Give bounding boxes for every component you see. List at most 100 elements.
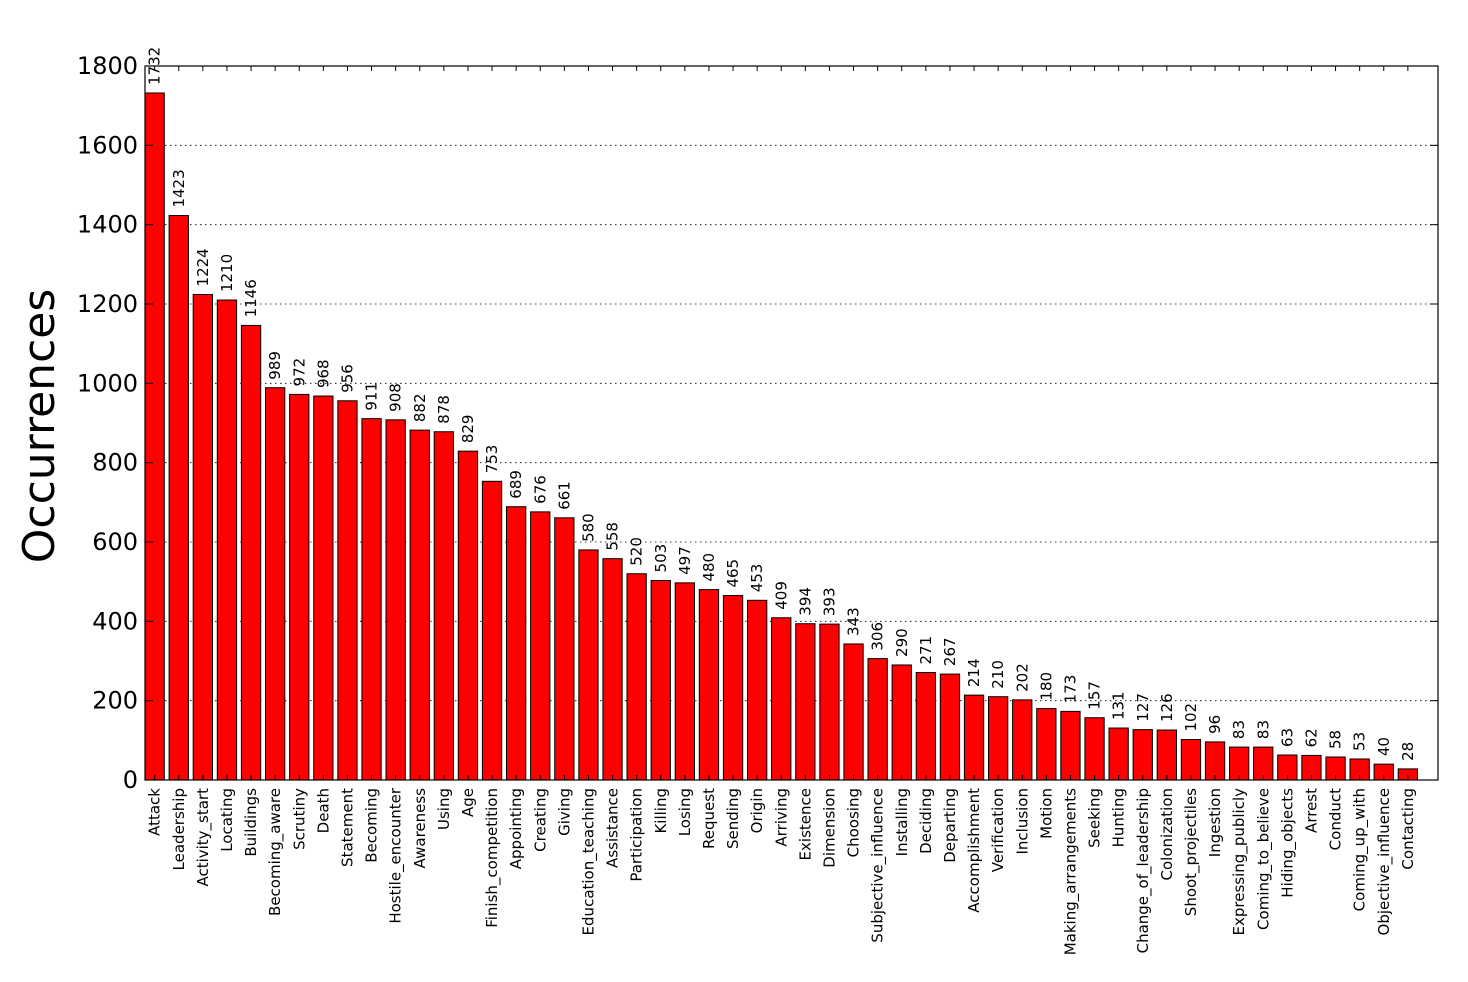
x-tick-label: Installing — [893, 788, 911, 856]
x-tick-label: Buildings — [242, 788, 260, 857]
x-tick-label: Making_arrangements — [1061, 788, 1080, 955]
y-tick-label: 1200 — [77, 290, 138, 318]
value-label: 882 — [411, 393, 429, 422]
value-label: 214 — [965, 658, 983, 687]
y-tick-label: 200 — [92, 687, 138, 715]
x-tick-label: Origin — [748, 788, 766, 833]
x-tick-label: Killing — [652, 788, 670, 834]
value-label: 497 — [676, 546, 694, 575]
y-axis: 0 200 400 600 800 1000 1200 1400 1600 1800 — [77, 52, 1438, 794]
value-label: 558 — [604, 522, 622, 551]
bar-education-teaching — [578, 549, 599, 781]
x-tick-label: Education_teaching — [579, 788, 598, 935]
value-label: 343 — [845, 607, 863, 636]
bar-seeking — [1084, 717, 1105, 781]
value-label: 126 — [1158, 693, 1176, 722]
value-label: 1146 — [242, 279, 260, 317]
bar-scrutiny — [289, 393, 310, 781]
value-label: 53 — [1351, 732, 1369, 751]
value-label: 580 — [579, 513, 597, 542]
x-tick-label: Death — [314, 788, 332, 833]
plot-frame — [144, 65, 1439, 781]
value-label: 131 — [1110, 691, 1128, 720]
bar-statement — [337, 400, 358, 781]
y-tick-label: 800 — [92, 449, 138, 477]
value-label: 465 — [724, 559, 742, 588]
x-tick-label: Contacting — [1399, 788, 1417, 870]
bar-giving — [554, 517, 575, 781]
bar-existence — [795, 623, 816, 781]
x-tick-label: Change_of_leadership — [1134, 788, 1153, 953]
x-tick-label: Becoming_aware — [266, 788, 285, 916]
value-label: 453 — [748, 564, 766, 593]
y-tick-label: 400 — [92, 607, 138, 635]
bar-shoot-projectiles — [1180, 739, 1202, 781]
x-tick-label: Finish_competition — [483, 788, 502, 928]
bar-making-arrangements — [1060, 710, 1081, 781]
value-label: 480 — [700, 553, 718, 582]
value-label: 689 — [507, 470, 525, 499]
value-label: 989 — [266, 351, 284, 380]
value-label: 83 — [1230, 720, 1248, 739]
x-tick-label: Losing — [676, 788, 694, 836]
bar-ingestion — [1204, 741, 1226, 781]
x-tick-label: Subjective_influence — [869, 788, 888, 943]
bar-colonization — [1156, 729, 1177, 781]
x-tick-label: Hunting — [1110, 788, 1128, 847]
value-label: 1224 — [194, 248, 212, 286]
bar-losing — [674, 582, 696, 781]
x-tick-label: Choosing — [845, 788, 863, 857]
x-tick-label: Giving — [555, 788, 573, 836]
value-label: 271 — [917, 636, 935, 665]
bar-subjective-influence — [867, 658, 888, 781]
bar-appointing — [506, 506, 527, 781]
bar-accomplishment — [963, 694, 985, 781]
value-label: 394 — [796, 587, 814, 616]
bar-locating — [216, 299, 238, 781]
x-tick-label: Statement — [338, 788, 356, 867]
value-label: 40 — [1375, 737, 1393, 756]
x-tick-label: Inclusion — [1013, 788, 1031, 855]
x-tick-label: Hiding_objects — [1278, 788, 1297, 898]
value-label: 63 — [1278, 728, 1296, 747]
bar-buildings — [240, 324, 262, 781]
x-tick-label: Motion — [1037, 788, 1055, 839]
value-label: 520 — [628, 537, 646, 566]
value-label: 157 — [1086, 681, 1104, 710]
bar-motion — [1036, 708, 1057, 781]
bar-becoming-aware — [265, 387, 286, 781]
x-tick-label: Coming_up_with — [1351, 788, 1370, 911]
x-tick-label: Verification — [989, 788, 1007, 872]
bar-assistance — [602, 558, 623, 781]
value-labels: 1732 1423 1224 1210 1146 989 972 968 956 911 908 88… — [146, 47, 1417, 761]
bar-activity-start — [192, 293, 213, 781]
bar-awareness — [409, 429, 430, 781]
x-tick-label: Appointing — [507, 788, 525, 869]
bar-attack — [144, 92, 165, 781]
value-label: 956 — [338, 364, 356, 393]
x-tick-label: Conduct — [1327, 788, 1345, 850]
bar-arriving — [771, 617, 792, 781]
bar-hunting — [1108, 727, 1129, 781]
bar-death — [313, 395, 334, 781]
value-label: 210 — [989, 660, 1007, 689]
x-tick-label: Departing — [941, 788, 959, 863]
y-tick-label: 0 — [123, 766, 138, 794]
y-tick-label: 1800 — [77, 52, 138, 80]
value-label: 878 — [435, 395, 453, 424]
x-tick-label: Age — [459, 788, 477, 817]
bar-deciding — [915, 672, 937, 781]
bar-using — [433, 431, 455, 781]
y-tick-label: 1600 — [77, 131, 138, 159]
y-tick-label: 600 — [92, 528, 138, 556]
value-label: 676 — [531, 475, 549, 504]
bars — [144, 92, 1418, 781]
value-label: 202 — [1013, 663, 1031, 692]
bar-age — [457, 450, 479, 781]
bar-sending — [722, 595, 744, 781]
bar-installing — [891, 664, 912, 781]
bar-verification — [988, 696, 1009, 781]
x-tick-label: Expressing_publicly — [1230, 788, 1249, 936]
bar-leadership — [168, 215, 189, 781]
